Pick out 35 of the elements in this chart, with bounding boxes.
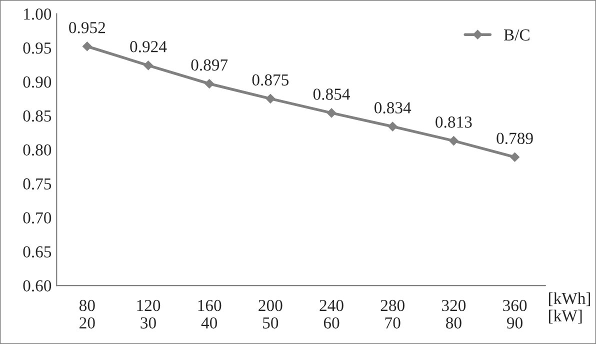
x-tick-label: 280 70: [380, 300, 404, 329]
x-tick-label: 320 80: [442, 300, 466, 329]
y-tick-label: 0.70: [23, 212, 52, 224]
y-tick-label: 0.75: [23, 178, 52, 190]
data-label: 0.854: [313, 88, 350, 100]
y-tick-label: 0.85: [23, 110, 52, 122]
x-axis-title: [kWh] [kW]: [549, 292, 590, 324]
point: [82, 42, 92, 51]
point: [388, 122, 398, 132]
data-label: 0.789: [496, 132, 533, 144]
data-label: 0.875: [252, 74, 289, 86]
y-tick-label: 0.95: [23, 42, 52, 54]
point: [326, 108, 336, 118]
point: [510, 152, 520, 162]
data-label: 0.834: [374, 102, 412, 114]
y-tick-label: 0.65: [23, 246, 52, 258]
point: [204, 79, 214, 88]
data-label: 0.952: [69, 22, 105, 34]
point: [449, 136, 458, 146]
point: [144, 60, 153, 70]
y-tick-label: 0.60: [23, 280, 52, 292]
legend-label: B/C: [504, 29, 530, 41]
x-tick-label: 240 60: [320, 300, 344, 329]
x-tick-label: 160 40: [198, 300, 222, 329]
x-tick-label: 200 50: [258, 300, 282, 329]
x-tick-label: 120 30: [137, 300, 160, 329]
data-label: 0.813: [436, 116, 472, 128]
y-tick-label: 0.90: [23, 76, 52, 88]
y-tick-label: 0.80: [23, 144, 52, 156]
x-tick-label: 360 90: [503, 300, 527, 329]
point: [266, 94, 276, 104]
y-tick-label: 1.00: [24, 8, 52, 20]
data-label: 0.897: [191, 59, 228, 71]
data-label: 0.924: [130, 41, 167, 52]
x-tick-label: 80 20: [79, 300, 95, 329]
